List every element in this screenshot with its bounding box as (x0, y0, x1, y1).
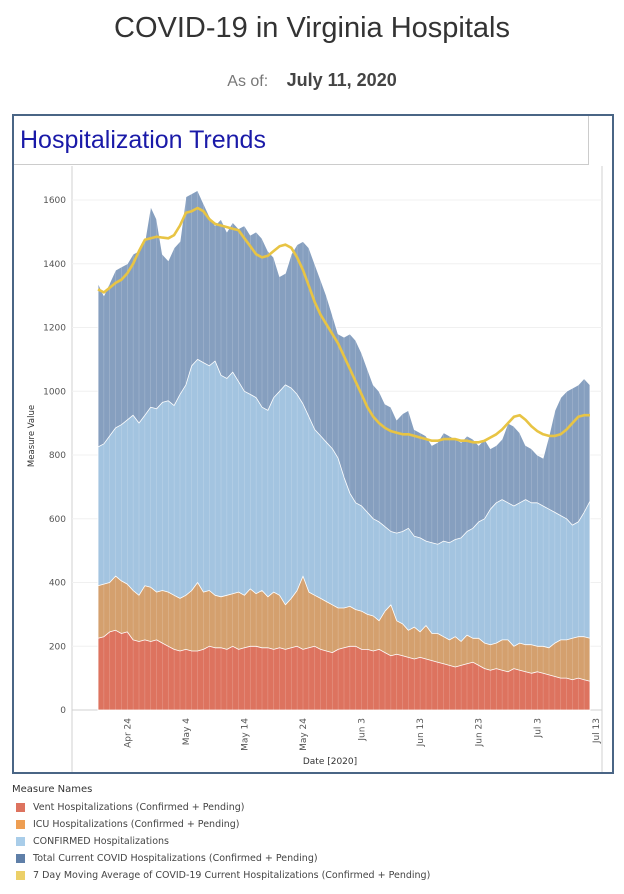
panel-title-bar: Hospitalization Trends (14, 116, 589, 165)
x-tick-label: Jun 13 (416, 718, 426, 747)
x-tick-label: Apr 24 (123, 718, 133, 748)
page-title: COVID-19 in Virginia Hospitals (114, 12, 510, 44)
legend-swatch (16, 803, 25, 812)
x-tick-label: May 14 (240, 718, 250, 751)
legend-title: Measure Names (12, 784, 93, 795)
x-tick-label: Jul 3 (533, 718, 543, 738)
panel-title: Hospitalization Trends (20, 126, 266, 154)
x-tick-label: Jun 23 (475, 718, 485, 747)
as-of-label: As of: (227, 73, 269, 90)
legend-item[interactable]: CONFIRMED Hospitalizations (12, 833, 612, 850)
y-tick-label: 200 (49, 642, 66, 652)
x-axis-label: Date [2020] (303, 757, 357, 767)
y-tick-label: 1000 (43, 387, 66, 397)
legend-item[interactable]: ICU Hospitalizations (Confirmed + Pendin… (12, 816, 612, 833)
y-tick-label: 600 (49, 515, 66, 525)
x-tick-label: Jul 13 (592, 718, 602, 744)
x-tick-label: May 24 (299, 718, 309, 751)
legend-swatch (16, 837, 25, 846)
y-tick-label: 400 (49, 579, 66, 589)
legend-swatch (16, 854, 25, 863)
legend-swatch (16, 871, 25, 880)
y-tick-label: 800 (49, 451, 66, 461)
legend-label: CONFIRMED Hospitalizations (33, 836, 169, 847)
x-tick-label: Jun 3 (358, 718, 368, 742)
x-tick-label: May 4 (182, 718, 192, 745)
legend-item[interactable]: Vent Hospitalizations (Confirmed + Pendi… (12, 799, 612, 816)
y-tick-label: 1200 (43, 324, 66, 334)
moving-average-line[interactable] (97, 206, 590, 444)
legend-swatch (16, 820, 25, 829)
y-axis-label: Measure Value (27, 405, 37, 467)
hospitalization-trends-panel: Hospitalization Trends 0 200 400 600 800 1000… (12, 114, 614, 774)
y-tick-label: 1400 (43, 260, 66, 270)
y-tick-label: 1600 (43, 196, 66, 206)
hospitalization-chart[interactable]: 0 200 400 600 800 1000 1200 1400 1600 Measure Val… (14, 116, 612, 772)
legend-item[interactable]: 7 Day Moving Average of COVID-19 Current… (12, 867, 612, 884)
legend-label: ICU Hospitalizations (Confirmed + Pendin… (33, 819, 240, 830)
legend-item[interactable]: Total Current COVID Hospitalizations (Co… (12, 850, 612, 867)
legend-label: 7 Day Moving Average of COVID-19 Current… (33, 870, 431, 881)
as-of-date: July 11, 2020 (286, 70, 397, 90)
legend: Measure Names Vent Hospitalizations (Con… (12, 784, 612, 884)
y-tick-label: 0 (60, 706, 66, 716)
as-of-line: As of: July 11, 2020 (0, 70, 624, 91)
vent-hospitalizations-area[interactable] (97, 629, 591, 711)
legend-label: Vent Hospitalizations (Confirmed + Pendi… (33, 802, 245, 813)
legend-label: Total Current COVID Hospitalizations (Co… (33, 853, 318, 864)
